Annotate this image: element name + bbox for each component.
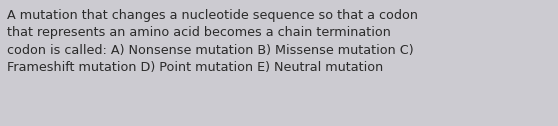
Text: A mutation that changes a nucleotide sequence so that a codon
that represents an: A mutation that changes a nucleotide seq… bbox=[7, 9, 418, 74]
